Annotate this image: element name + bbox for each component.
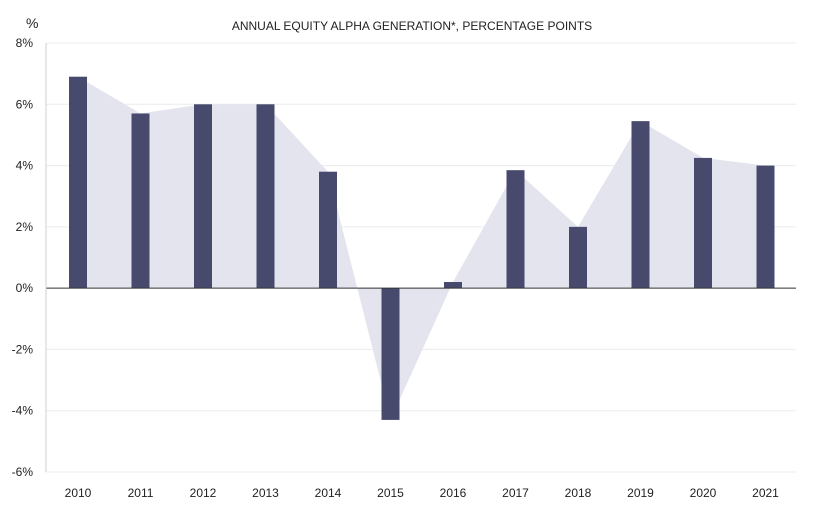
bar-2019: [631, 121, 650, 289]
bar-2017: [506, 170, 525, 289]
y-tick-label: -4%: [12, 404, 34, 418]
x-tick-label: 2021: [752, 486, 779, 500]
x-tick-label: 2018: [565, 486, 592, 500]
y-tick-label: 8%: [16, 36, 34, 50]
bar-2011: [131, 113, 150, 289]
x-tick-label: 2010: [65, 486, 92, 500]
bar-2021: [756, 165, 775, 289]
area-overlay: [78, 76, 766, 420]
bar-2014: [319, 171, 337, 289]
x-tick-label: 2015: [377, 486, 404, 500]
y-tick-label: -6%: [12, 465, 34, 479]
x-tick-label: 2014: [315, 486, 342, 500]
x-tick-label: 2012: [190, 486, 217, 500]
x-tick-label: 2013: [252, 486, 279, 500]
x-tick-label: 2020: [690, 486, 717, 500]
bar-2013: [256, 104, 275, 289]
y-unit-label: %: [26, 15, 38, 31]
y-tick-label: -2%: [12, 342, 34, 356]
x-tick-labels: 2010 2011 2012 2013 2014 2015 2016 2017 2018 2019…: [65, 486, 780, 500]
bar-series: [69, 76, 775, 420]
y-tick-label: 6%: [16, 97, 34, 111]
bar-2010: [69, 76, 87, 289]
chart-title: ANNUAL EQUITY ALPHA GENERATION*, PERCENT…: [232, 19, 592, 33]
y-tick-label: 0%: [16, 281, 34, 295]
bar-2012: [194, 104, 212, 289]
x-tick-label: 2016: [440, 486, 467, 500]
bar-2015: [381, 288, 400, 420]
bar-2020: [694, 157, 712, 289]
y-tick-label: 4%: [16, 159, 34, 173]
bar-2018: [569, 226, 587, 289]
x-tick-label: 2011: [128, 486, 154, 500]
y-tick-label: 2%: [16, 220, 34, 234]
x-tick-label: 2019: [627, 486, 654, 500]
y-tick-labels: 8% 6% 4% 2% 0% -2% -4% -6%: [12, 36, 34, 479]
bar-2016: [444, 282, 462, 289]
x-tick-label: 2017: [502, 486, 529, 500]
